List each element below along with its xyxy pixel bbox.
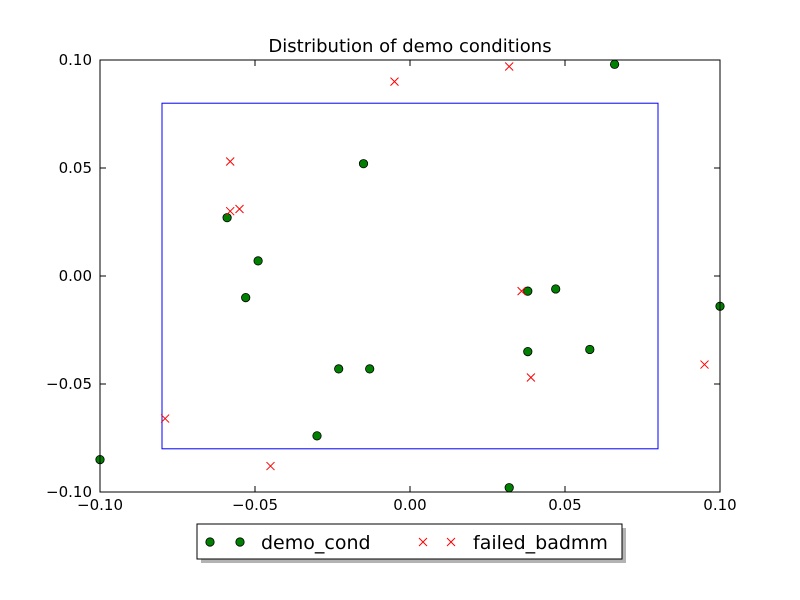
point-demo_cond-4 [241,292,251,303]
x-tick-label: 0.05 [548,496,581,514]
point-demo_cond-12 [312,431,322,441]
point-demo_cond-6 [551,284,561,294]
legend-marker-failed_badmm [446,537,456,547]
series-failed_badmm [160,62,709,471]
point-failed_badmm-3 [225,206,235,216]
x-tick-label: 0.10 [703,496,736,514]
points-layer [95,59,725,493]
x-tick-label: 0.00 [393,496,426,514]
point-failed_badmm-4 [235,204,244,214]
legend-box [196,523,623,560]
point-failed_badmm-8 [160,414,170,423]
legend-label-failed_badmm: failed_badmm [473,532,608,554]
point-demo_cond-14 [504,483,514,493]
inner-box [161,102,659,450]
point-failed_badmm-6 [526,373,536,382]
point-demo_cond-11 [365,364,375,374]
legend-label-demo_cond: demo_cond [261,532,371,554]
ticks-layer: −0.10 −0.05 0.00 0.05 0.10 −0.10 −0.05 0.00 0.05… [46,51,737,514]
box-layer [161,102,659,450]
y-tick-label: −0.10 [46,483,92,501]
y-tick-label: −0.05 [46,375,92,393]
point-failed_badmm-0 [390,77,399,86]
y-tick-label: 0.10 [59,51,92,69]
y-tick-label: 0.05 [59,159,92,177]
legend-marker-demo_cond [205,537,215,547]
series-demo_cond [95,59,725,493]
legend-marker-failed_badmm [418,537,428,547]
point-failed_badmm-5 [517,286,526,296]
point-demo_cond-5 [523,286,533,296]
y-tick-label: 0.00 [59,267,92,285]
point-demo_cond-8 [523,346,533,357]
point-failed_badmm-9 [266,461,275,471]
point-demo_cond-10 [334,364,344,374]
x-tick-label: −0.05 [232,496,278,514]
legend: demo_cond failed_badmm [196,523,626,563]
legend-marker-demo_cond [235,537,245,547]
point-demo_cond-3 [253,256,263,266]
chart-title: Distribution of demo conditions [268,36,551,57]
point-demo_cond-0 [609,59,620,69]
point-failed_badmm-7 [700,360,709,369]
point-demo_cond-2 [222,213,232,223]
x-tick-label: −0.10 [77,496,123,514]
point-demo_cond-9 [585,344,595,355]
point-demo_cond-1 [358,159,369,169]
point-failed_badmm-2 [225,157,235,166]
plot-area [100,60,720,492]
point-failed_badmm-1 [504,62,514,71]
